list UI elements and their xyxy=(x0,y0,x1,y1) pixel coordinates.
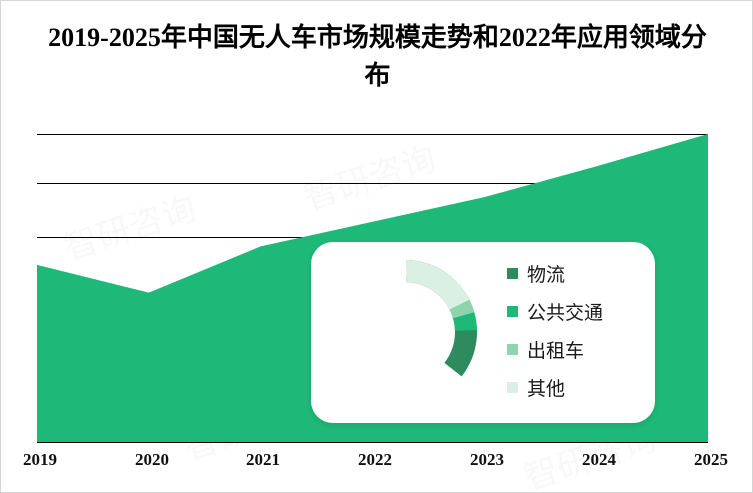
gridline-mid xyxy=(37,183,708,184)
legend-label: 出租车 xyxy=(527,340,585,362)
legend-swatch-icon xyxy=(507,343,518,355)
x-tick-2019: 2019 xyxy=(23,450,57,469)
x-tick-2025: 2025 xyxy=(694,450,728,469)
legend-label: 其他 xyxy=(527,378,566,400)
gridline-top xyxy=(37,134,708,135)
legend-label: 公共交通 xyxy=(527,302,604,324)
x-tick-2022: 2022 xyxy=(358,450,392,469)
axis-baseline xyxy=(37,442,708,443)
donut-svg xyxy=(406,260,478,377)
donut-slice-group xyxy=(406,260,478,377)
x-tick-2021: 2021 xyxy=(246,450,280,469)
pie-card: 物流 公共交通 出租车 其他 xyxy=(311,242,655,423)
legend-swatch-icon xyxy=(507,381,518,393)
pie-legend: 物流 公共交通 出租车 其他 xyxy=(507,254,647,412)
legend-item-chuzuche[interactable]: 出租车 xyxy=(507,330,647,368)
x-tick-2023: 2023 xyxy=(470,450,504,469)
x-tick-2020: 2020 xyxy=(135,450,169,469)
chart-title: 2019-2025年中国无人车市场规模走势和2022年应用领域分布 xyxy=(48,23,707,90)
legend-item-gonggongjiaotong[interactable]: 公共交通 xyxy=(507,292,647,330)
x-tick-2024: 2024 xyxy=(582,450,616,469)
donut-slice-4[interactable] xyxy=(406,260,470,310)
legend-label: 物流 xyxy=(527,264,566,286)
x-axis: 2019 2020 2021 2022 2023 2024 2025 xyxy=(1,450,752,484)
donut-chart xyxy=(329,256,481,408)
legend-item-qita[interactable]: 其他 xyxy=(507,368,647,406)
legend-item-wuliu[interactable]: 物流 xyxy=(507,254,647,292)
legend-swatch-icon xyxy=(507,267,518,279)
legend-swatch-icon xyxy=(507,305,518,317)
